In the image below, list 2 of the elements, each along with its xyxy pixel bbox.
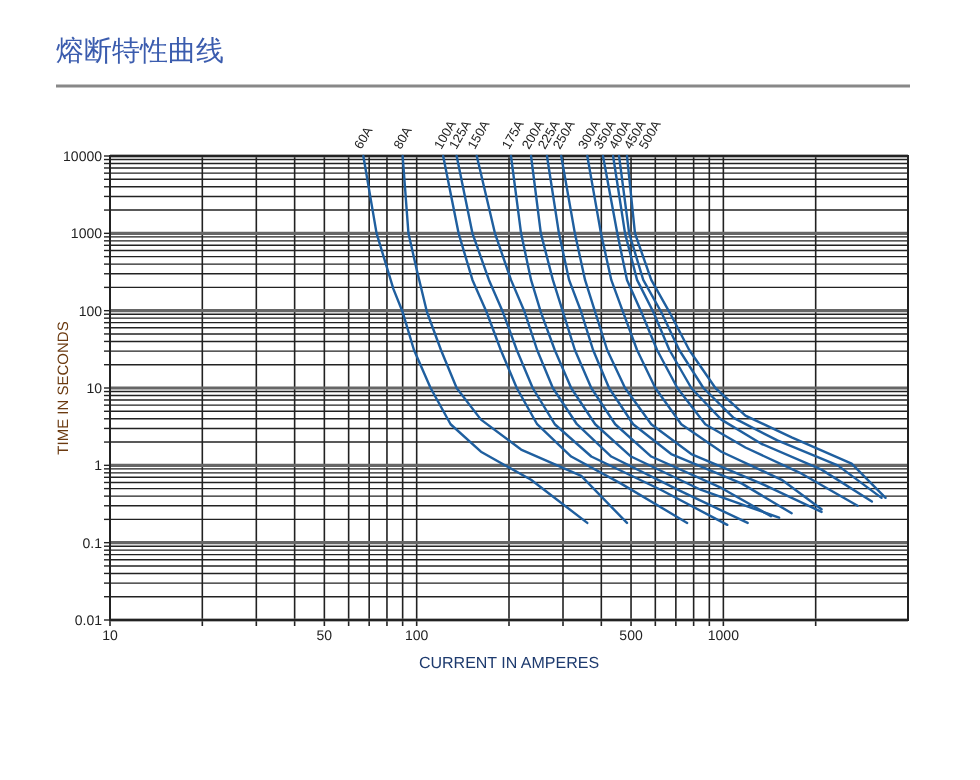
x-axis-title: CURRENT IN AMPERES xyxy=(418,654,600,672)
chart-title: 熔断特性曲线 xyxy=(56,34,224,66)
